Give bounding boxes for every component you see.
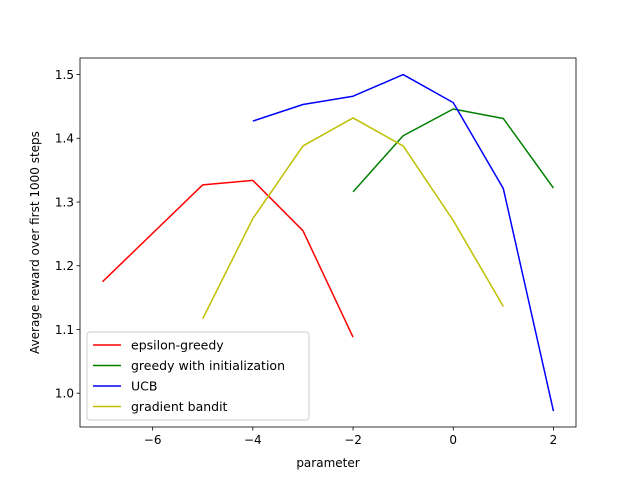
x-tick-label: −6 (144, 433, 162, 447)
y-tick-label: 1.4 (55, 132, 74, 146)
x-tick-label: 2 (550, 433, 558, 447)
x-tick-label: 0 (449, 433, 457, 447)
series-line-4 (202, 117, 504, 319)
legend-box (86, 331, 310, 421)
legend: epsilon-greedy greedy with initialization… (86, 331, 310, 421)
series-line-1 (102, 179, 354, 338)
series-line-2 (352, 108, 555, 193)
legend-entry: gradient bandit (131, 399, 228, 414)
legend-entry: greedy with initialization (131, 358, 285, 373)
legend-entry: epsilon-greedy (131, 338, 224, 353)
series-line-3 (252, 73, 555, 412)
legend-entry: UCB (131, 379, 157, 394)
y-tick-label: 1.2 (55, 259, 74, 273)
x-tick-label: −2 (344, 433, 362, 447)
y-tick-label: 1.3 (55, 195, 74, 209)
y-axis: 1.0 1.1 1.2 1.3 1.4 1.5 (55, 68, 80, 401)
x-axis: −6 −4 −2 0 2 (144, 427, 557, 447)
plot-frame (79, 57, 577, 428)
x-tick-label: −4 (244, 433, 262, 447)
plot-area (79, 57, 577, 428)
x-axis-label: parameter (296, 456, 359, 470)
y-tick-label: 1.1 (55, 323, 74, 337)
y-tick-label: 1.0 (55, 387, 74, 401)
y-tick-label: 1.5 (55, 68, 74, 82)
y-axis-label: Average reward over first 1000 steps (28, 131, 42, 354)
